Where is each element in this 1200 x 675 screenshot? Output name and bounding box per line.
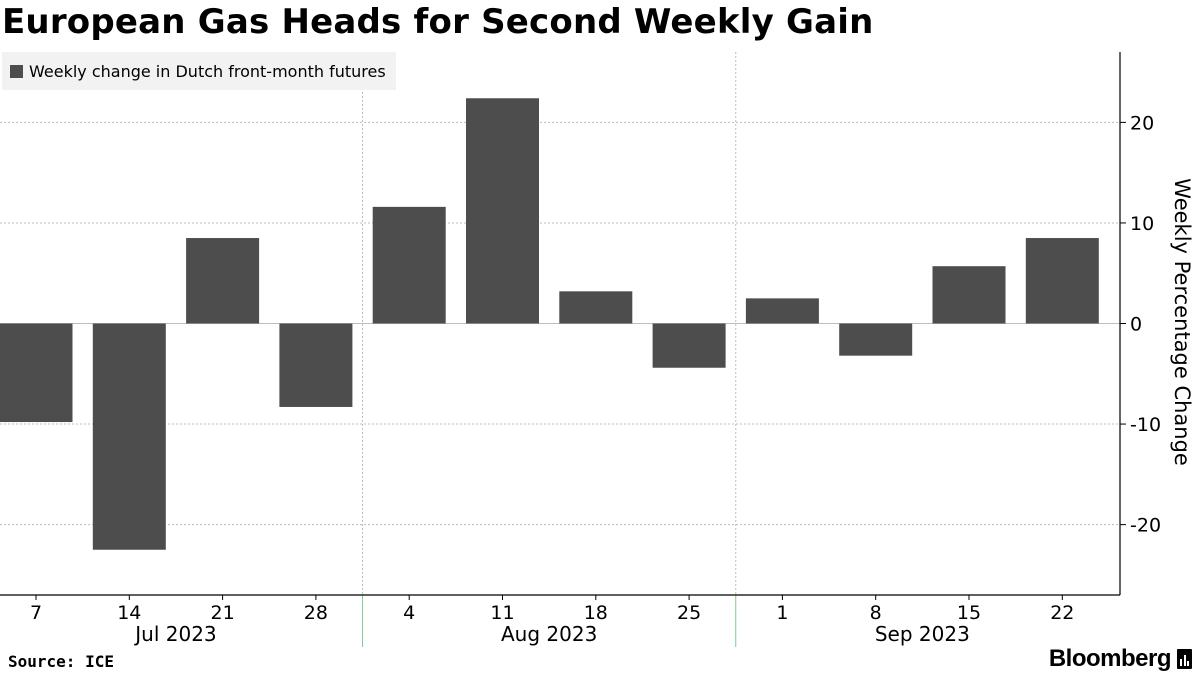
y-tick-label: -10 — [1130, 414, 1161, 436]
y-tick-label: 20 — [1130, 112, 1154, 134]
bar — [372, 206, 446, 324]
x-tick-label: 8 — [870, 602, 882, 624]
bar — [652, 323, 726, 368]
month-label: Jul 2023 — [133, 622, 216, 646]
x-tick-label: 11 — [490, 602, 514, 624]
x-tick-label: 15 — [957, 602, 981, 624]
legend-swatch — [10, 64, 23, 78]
y-tick-label: 10 — [1130, 213, 1154, 235]
y-tick-label: 0 — [1130, 314, 1142, 336]
legend: Weekly change in Dutch front-month futur… — [2, 52, 396, 90]
y-axis-label: Weekly Percentage Change — [1170, 178, 1194, 466]
bars — [0, 98, 1099, 550]
x-tick-label: 7 — [30, 602, 42, 624]
month-label: Sep 2023 — [875, 622, 970, 646]
x-tick-label: 14 — [117, 602, 141, 624]
bar — [0, 323, 73, 423]
bar — [839, 323, 913, 356]
source-note: Source: ICE — [8, 652, 114, 671]
x-tick-label: 22 — [1050, 602, 1074, 624]
x-tick-label: 4 — [403, 602, 415, 624]
brand-logo: Bloomberg — [1049, 645, 1192, 673]
y-tick-label: -20 — [1130, 515, 1161, 537]
x-tick-label: 21 — [211, 602, 235, 624]
bar — [466, 98, 539, 324]
x-tick-label: 18 — [584, 602, 608, 624]
bar — [932, 266, 1006, 324]
x-tick-label: 28 — [304, 602, 328, 624]
x-tick-label: 1 — [776, 602, 788, 624]
bar — [745, 298, 819, 324]
legend-label: Weekly change in Dutch front-month futur… — [29, 61, 386, 81]
bar — [279, 323, 353, 407]
bar — [186, 238, 260, 324]
bar — [92, 323, 166, 550]
x-tick-label: 25 — [677, 602, 701, 624]
month-label: Aug 2023 — [501, 622, 597, 646]
bar — [1025, 238, 1099, 324]
chart-bars-icon — [1177, 649, 1192, 669]
brand-name: Bloomberg — [1048, 645, 1172, 672]
bar — [559, 291, 633, 324]
chart-title: European Gas Heads for Second Weekly Gai… — [2, 2, 874, 42]
